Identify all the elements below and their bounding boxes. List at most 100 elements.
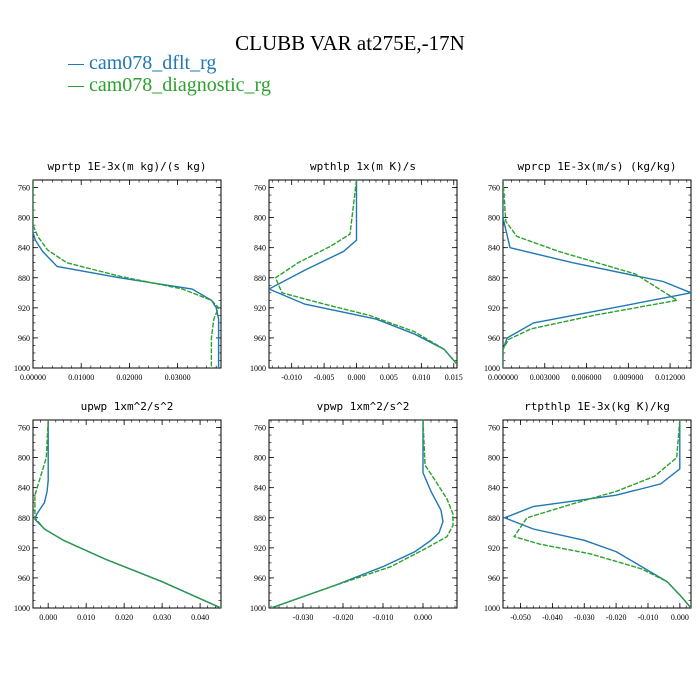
y-tick-label: 840 [18,244,30,253]
y-tick-label: 920 [18,304,30,313]
panel-2: wprcp 1E-3x(m/s) (kg/kg) 760 800 840 880 920 9… [484,160,692,382]
panel-4: vpwp 1xm^2/s^2 760 800 840 880 920 960 1000 -0.0… [250,400,458,622]
series-line-diagnostic [270,420,454,608]
x-tick-label: 0.012000 [655,373,685,382]
panel-3: upwp 1xm^2/s^2 760 800 840 880 920 960 1000 0.00… [14,400,222,622]
x-tick-label: 0.000000 [488,373,518,382]
y-tick-label: 840 [18,484,30,493]
series-line-dflt [270,420,444,608]
y-tick-label: 960 [254,334,266,343]
y-tick-label: 800 [488,454,500,463]
x-tick-label: 0.000 [671,613,689,622]
y-tick-label: 880 [254,274,266,283]
x-tick-label: 0.005 [380,373,398,382]
x-tick-label: 0.000 [39,613,57,622]
series-line-dflt [503,180,691,368]
y-tick-label: 880 [488,514,500,523]
x-tick-label: 0.009000 [613,373,643,382]
x-tick-label: -0.010 [638,613,659,622]
x-tick-label: -0.020 [333,613,354,622]
y-tick-label: 920 [254,544,266,553]
legend-label-dflt: cam078_dflt_rg [89,52,217,74]
panel-title: upwp 1xm^2/s^2 [81,400,174,413]
x-tick-label: 0.010 [77,613,95,622]
y-tick-label: 760 [18,184,30,193]
panel-0: wprtp 1E-3x(m kg)/(s kg) 760 800 840 880 920 9… [14,160,222,382]
panel-frame [32,179,222,369]
y-tick-label: 920 [254,304,266,313]
panel-frame [32,419,222,609]
series-line-diagnostic [513,420,691,608]
y-tick-label: 880 [254,514,266,523]
y-tick-label: 800 [254,214,266,223]
legend-entry-diagnostic: cam078_diagnostic_rg [68,74,271,97]
y-tick-label: 840 [488,484,500,493]
y-tick-label: 960 [18,334,30,343]
x-tick-label: 0.006000 [572,373,602,382]
x-tick-label: -0.010 [281,373,302,382]
panel-5: rtpthlp 1E-3x(kg K)/kg 760 800 840 880 920 960… [484,400,692,622]
y-tick-label: 760 [254,424,266,433]
y-tick-label: 960 [488,574,500,583]
x-tick-label: -0.005 [314,373,335,382]
main-title: CLUBB VAR at275E,-17N [235,31,465,55]
x-tick-label: -0.040 [542,613,563,622]
panel-frame [502,179,692,369]
y-tick-label: 760 [254,184,266,193]
y-tick-label: 880 [18,274,30,283]
y-tick-label: 800 [488,214,500,223]
series-line-diagnostic [274,180,457,365]
x-tick-label: 0.040 [191,613,209,622]
legend-entry-dflt: cam078_dflt_rg [68,52,216,75]
x-tick-label: 0.015 [445,373,463,382]
x-tick-label: 0.00000 [20,373,46,382]
y-tick-label: 880 [18,514,30,523]
x-tick-label: -0.030 [574,613,595,622]
y-tick-label: 800 [254,454,266,463]
y-tick-label: 840 [488,244,500,253]
y-tick-label: 800 [18,214,30,223]
y-tick-label: 1000 [14,364,30,373]
x-tick-label: 0.01000 [68,373,94,382]
y-tick-label: 1000 [484,364,500,373]
y-tick-label: 800 [18,454,30,463]
y-tick-label: 1000 [14,604,30,613]
series-line-dflt [33,180,220,368]
panel-title: wprcp 1E-3x(m/s) (kg/kg) [518,160,677,173]
series-line-dflt [269,180,457,365]
x-tick-label: 0.010 [412,373,430,382]
y-tick-label: 760 [488,424,500,433]
x-tick-label: 0.03000 [165,373,191,382]
y-tick-label: 920 [488,304,500,313]
panel-1: wpthlp 1x(m K)/s 760 800 840 880 920 960 1000 -0… [250,160,463,382]
legend-swatch-diagnostic [68,85,84,87]
x-tick-label: 0.003000 [530,373,560,382]
y-tick-label: 920 [18,544,30,553]
x-tick-label: 0.030 [153,613,171,622]
y-tick-label: 920 [488,544,500,553]
y-tick-label: 760 [18,424,30,433]
panel-title: wpthlp 1x(m K)/s [310,160,416,173]
series-line-diagnostic [503,180,679,368]
y-tick-label: 1000 [250,364,266,373]
series-line-dflt [34,420,221,608]
y-tick-label: 760 [488,184,500,193]
y-tick-label: 840 [254,484,266,493]
panel-title: wprtp 1E-3x(m kg)/(s kg) [48,160,207,173]
legend-swatch-dflt [68,63,84,65]
y-tick-label: 880 [488,274,500,283]
x-tick-label: -0.050 [510,613,531,622]
y-tick-label: 840 [254,244,266,253]
y-tick-label: 960 [18,574,30,583]
x-tick-label: 0.02000 [116,373,142,382]
panel-frame [268,419,458,609]
x-tick-label: -0.020 [606,613,627,622]
y-tick-label: 1000 [250,604,266,613]
x-tick-label: -0.010 [373,613,394,622]
x-tick-label: 0.000 [414,613,432,622]
y-tick-label: 960 [488,334,500,343]
legend-label-diagnostic: cam078_diagnostic_rg [89,74,271,96]
x-tick-label: 0.020 [115,613,133,622]
y-tick-label: 960 [254,574,266,583]
